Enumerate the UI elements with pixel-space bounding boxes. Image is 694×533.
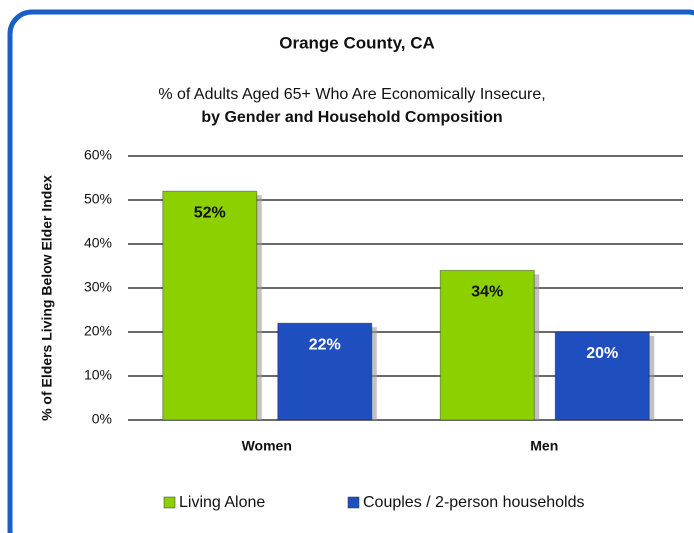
- x-tick-label: Women: [242, 438, 292, 454]
- data-label: 22%: [309, 336, 341, 353]
- legend-swatch: [163, 496, 176, 509]
- subtitle: by Gender and Household Composition: [201, 109, 502, 126]
- chart-title: Orange County, CA: [279, 33, 435, 52]
- data-label: 34%: [471, 284, 503, 301]
- bar: [439, 269, 535, 421]
- bar: [162, 190, 258, 421]
- y-tick-label: 20%: [84, 323, 112, 339]
- y-tick-label: 40%: [84, 235, 112, 251]
- y-axis-label: % of Elders Living Below Elder Index: [39, 175, 55, 421]
- y-tick-label: 30%: [84, 279, 112, 295]
- legend-label: Couples / 2-person households: [363, 494, 584, 511]
- data-label: 20%: [586, 345, 618, 362]
- y-tick-label: 60%: [84, 147, 112, 163]
- y-tick-label: 50%: [84, 191, 112, 207]
- data-label: 52%: [194, 204, 226, 221]
- bar: [554, 331, 650, 421]
- subtitle: % of Adults Aged 65+ Who Are Economicall…: [158, 86, 545, 103]
- legend-label: Living Alone: [179, 494, 265, 511]
- y-tick-label: 10%: [84, 367, 112, 383]
- y-tick-label: 0%: [92, 411, 112, 427]
- x-tick-label: Men: [530, 438, 558, 454]
- legend-swatch: [347, 496, 360, 509]
- bar: [277, 322, 373, 421]
